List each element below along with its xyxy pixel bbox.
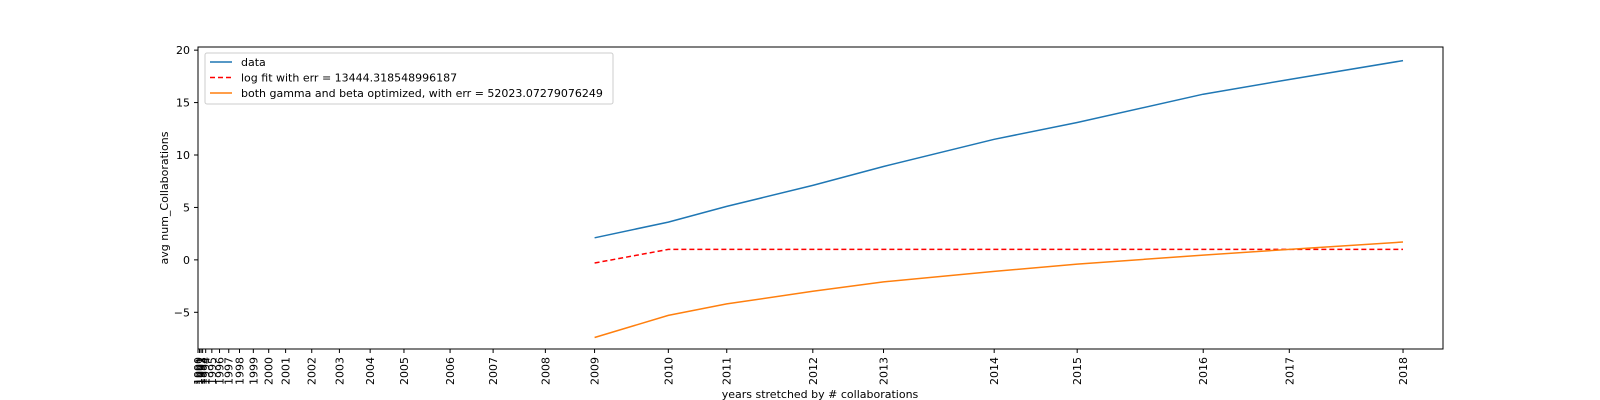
x-tick-label: 2016 [1197, 357, 1210, 385]
y-axis: −5 0 5 10 15 20 [174, 44, 198, 319]
y-tick-label: 5 [183, 201, 190, 214]
y-tick-label: 0 [183, 254, 190, 267]
x-tick-label: 1992 [195, 357, 208, 385]
y-tick-label: −5 [174, 306, 190, 319]
x-tick-label: 2008 [539, 357, 552, 385]
series-line-1 [594, 248, 1403, 264]
legend-label-gamma-beta: both gamma and beta optimized, with err … [241, 87, 603, 100]
x-tick-label: 2004 [364, 357, 377, 385]
x-tick-label: 1994 [200, 357, 213, 385]
x-tick-label: 2003 [333, 357, 346, 385]
x-tick-label: 2013 [878, 357, 891, 385]
x-tick-label: 2001 [280, 357, 293, 385]
x-tick-label: 2014 [988, 357, 1001, 385]
y-tick-label: 10 [176, 149, 190, 162]
x-tick-label: 1998 [234, 357, 247, 385]
x-tick-label: 2017 [1283, 357, 1296, 385]
x-tick-label: 1999 [247, 357, 260, 385]
x-tick-label: 2007 [487, 357, 500, 385]
y-tick-label: 20 [176, 44, 190, 57]
legend: data log fit with err = 13444.3185489961… [204, 52, 614, 105]
series-line-0 [594, 59, 1404, 239]
x-tick-label: 1991 [194, 357, 207, 385]
x-tick-label: 2002 [306, 357, 319, 385]
x-tick-label: 2012 [807, 357, 820, 385]
legend-label-log-fit: log fit with err = 13444.318548996187 [241, 72, 457, 85]
y-axis-label: avg num_Collaborations [158, 131, 171, 264]
x-tick-label: 1993 [197, 357, 210, 385]
series-lines [594, 59, 1404, 339]
x-tick-label: 1995 [206, 357, 219, 385]
x-tick-label: 2006 [444, 357, 457, 385]
x-tick-label: 1996 [214, 357, 227, 385]
series-line-2 [594, 241, 1404, 339]
x-tick-label: 2015 [1071, 357, 1084, 385]
legend-label-data: data [241, 56, 266, 69]
x-tick-label: 2000 [263, 357, 276, 385]
y-tick-label: 15 [176, 97, 190, 110]
x-tick-label: 2005 [398, 357, 411, 385]
x-tick-label: 2009 [589, 357, 602, 385]
x-tick-label: 1997 [223, 357, 236, 385]
x-axis-label: years stretched by # collaborations [722, 388, 919, 400]
x-tick-label: 1990 [192, 357, 205, 385]
x-tick-label: 2018 [1397, 357, 1410, 385]
x-tick-label: 2011 [721, 357, 734, 385]
x-tick-label: 2010 [662, 357, 675, 385]
legend-box [204, 52, 614, 105]
